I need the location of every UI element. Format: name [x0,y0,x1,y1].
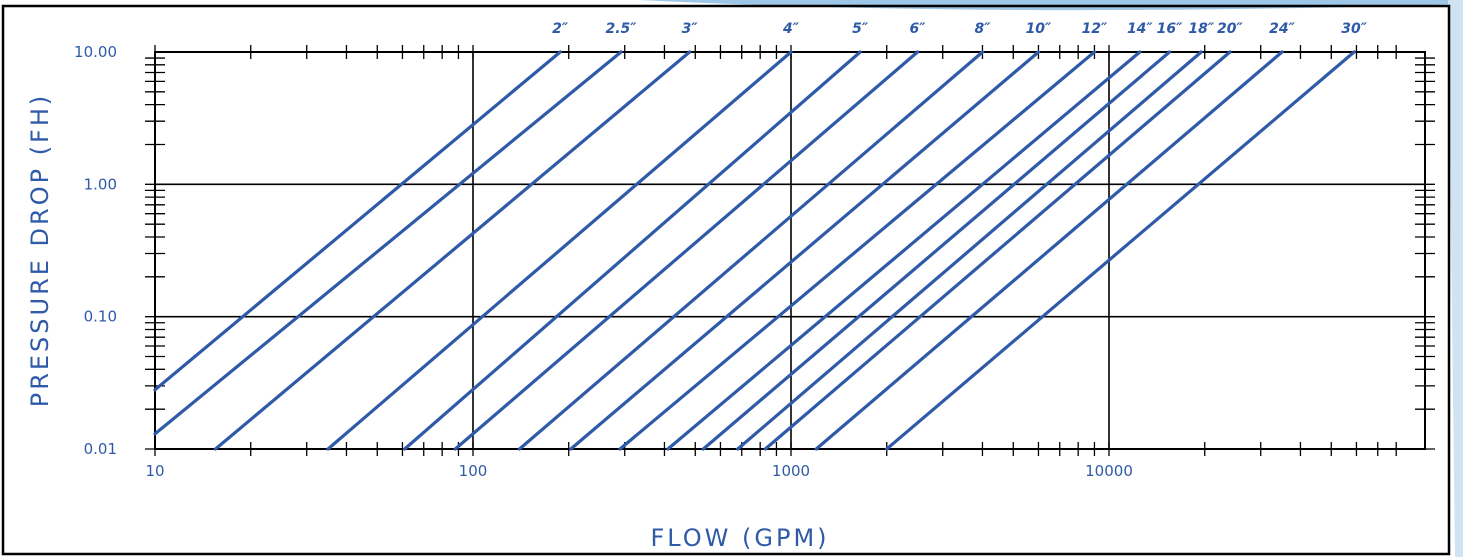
pipe-size-label: 24″ [1269,21,1295,37]
y-tick-label: 0.10 [84,308,117,326]
series-line-5 [403,50,862,451]
series-line-8 [569,50,1041,451]
pipe-size-label: 8″ [974,21,991,37]
series-line-9 [618,50,1097,451]
y-tick-label: 10.00 [74,43,117,61]
pipe-size-label: 10″ [1026,21,1052,37]
series-line-3 [213,50,692,451]
pipe-size-label: 12″ [1082,21,1108,37]
series-line-4 [326,50,793,451]
y-tick-label: 1.00 [84,175,117,193]
series-line-7 [517,50,985,451]
series-line-10 [666,50,1142,451]
series-lines [153,50,1356,451]
y-tick-labels: 10.00 1.00 0.10 0.01 [74,43,117,458]
pipe-size-label: 2.5″ [605,21,637,37]
series-line-15 [885,50,1356,451]
grid [155,52,1425,449]
outer-frame [1,4,1451,556]
pipe-size-label: 3″ [682,21,699,37]
series-line-1 [153,50,562,392]
x-tick-label: 10 [145,462,164,480]
pipe-size-label: 16″ [1157,21,1183,37]
pipe-size-label: 20″ [1217,21,1243,37]
pipe-size-label: 30″ [1341,21,1367,37]
pipe-size-label: 5″ [852,21,869,37]
x-tick-label: 1000 [772,462,810,480]
pipe-size-label: 14″ [1127,21,1153,37]
pipe-size-labels: 2″ 2.5″ 3″ 4″ 5″ 6″ 8″ 10″ 12″ 14″ 16″ 18″ 20″ 24″ 30″ [552,21,1368,37]
pipe-size-label: 2″ [552,21,569,37]
pipe-size-label: 4″ [782,21,800,37]
series-line-14 [814,50,1284,451]
series-line-11 [701,50,1172,451]
x-axis-title: FLOW (GPM) [650,524,829,552]
series-line-2 [153,50,623,436]
x-tick-labels: 10 100 1000 10000 [145,462,1132,480]
y-tick-label: 0.01 [84,440,117,458]
minor-ticks [145,45,1435,456]
pipe-size-label: 18″ [1188,21,1214,37]
x-tick-label: 10000 [1085,462,1133,480]
series-line-13 [763,50,1232,451]
pipe-size-label: 6″ [910,21,927,37]
series-line-12 [736,50,1203,451]
y-axis-title: PRESSURE DROP (FH) [26,93,54,408]
series-line-6 [453,50,920,451]
x-tick-label: 100 [459,462,488,480]
decorative-swoosh-right [1448,0,1463,557]
